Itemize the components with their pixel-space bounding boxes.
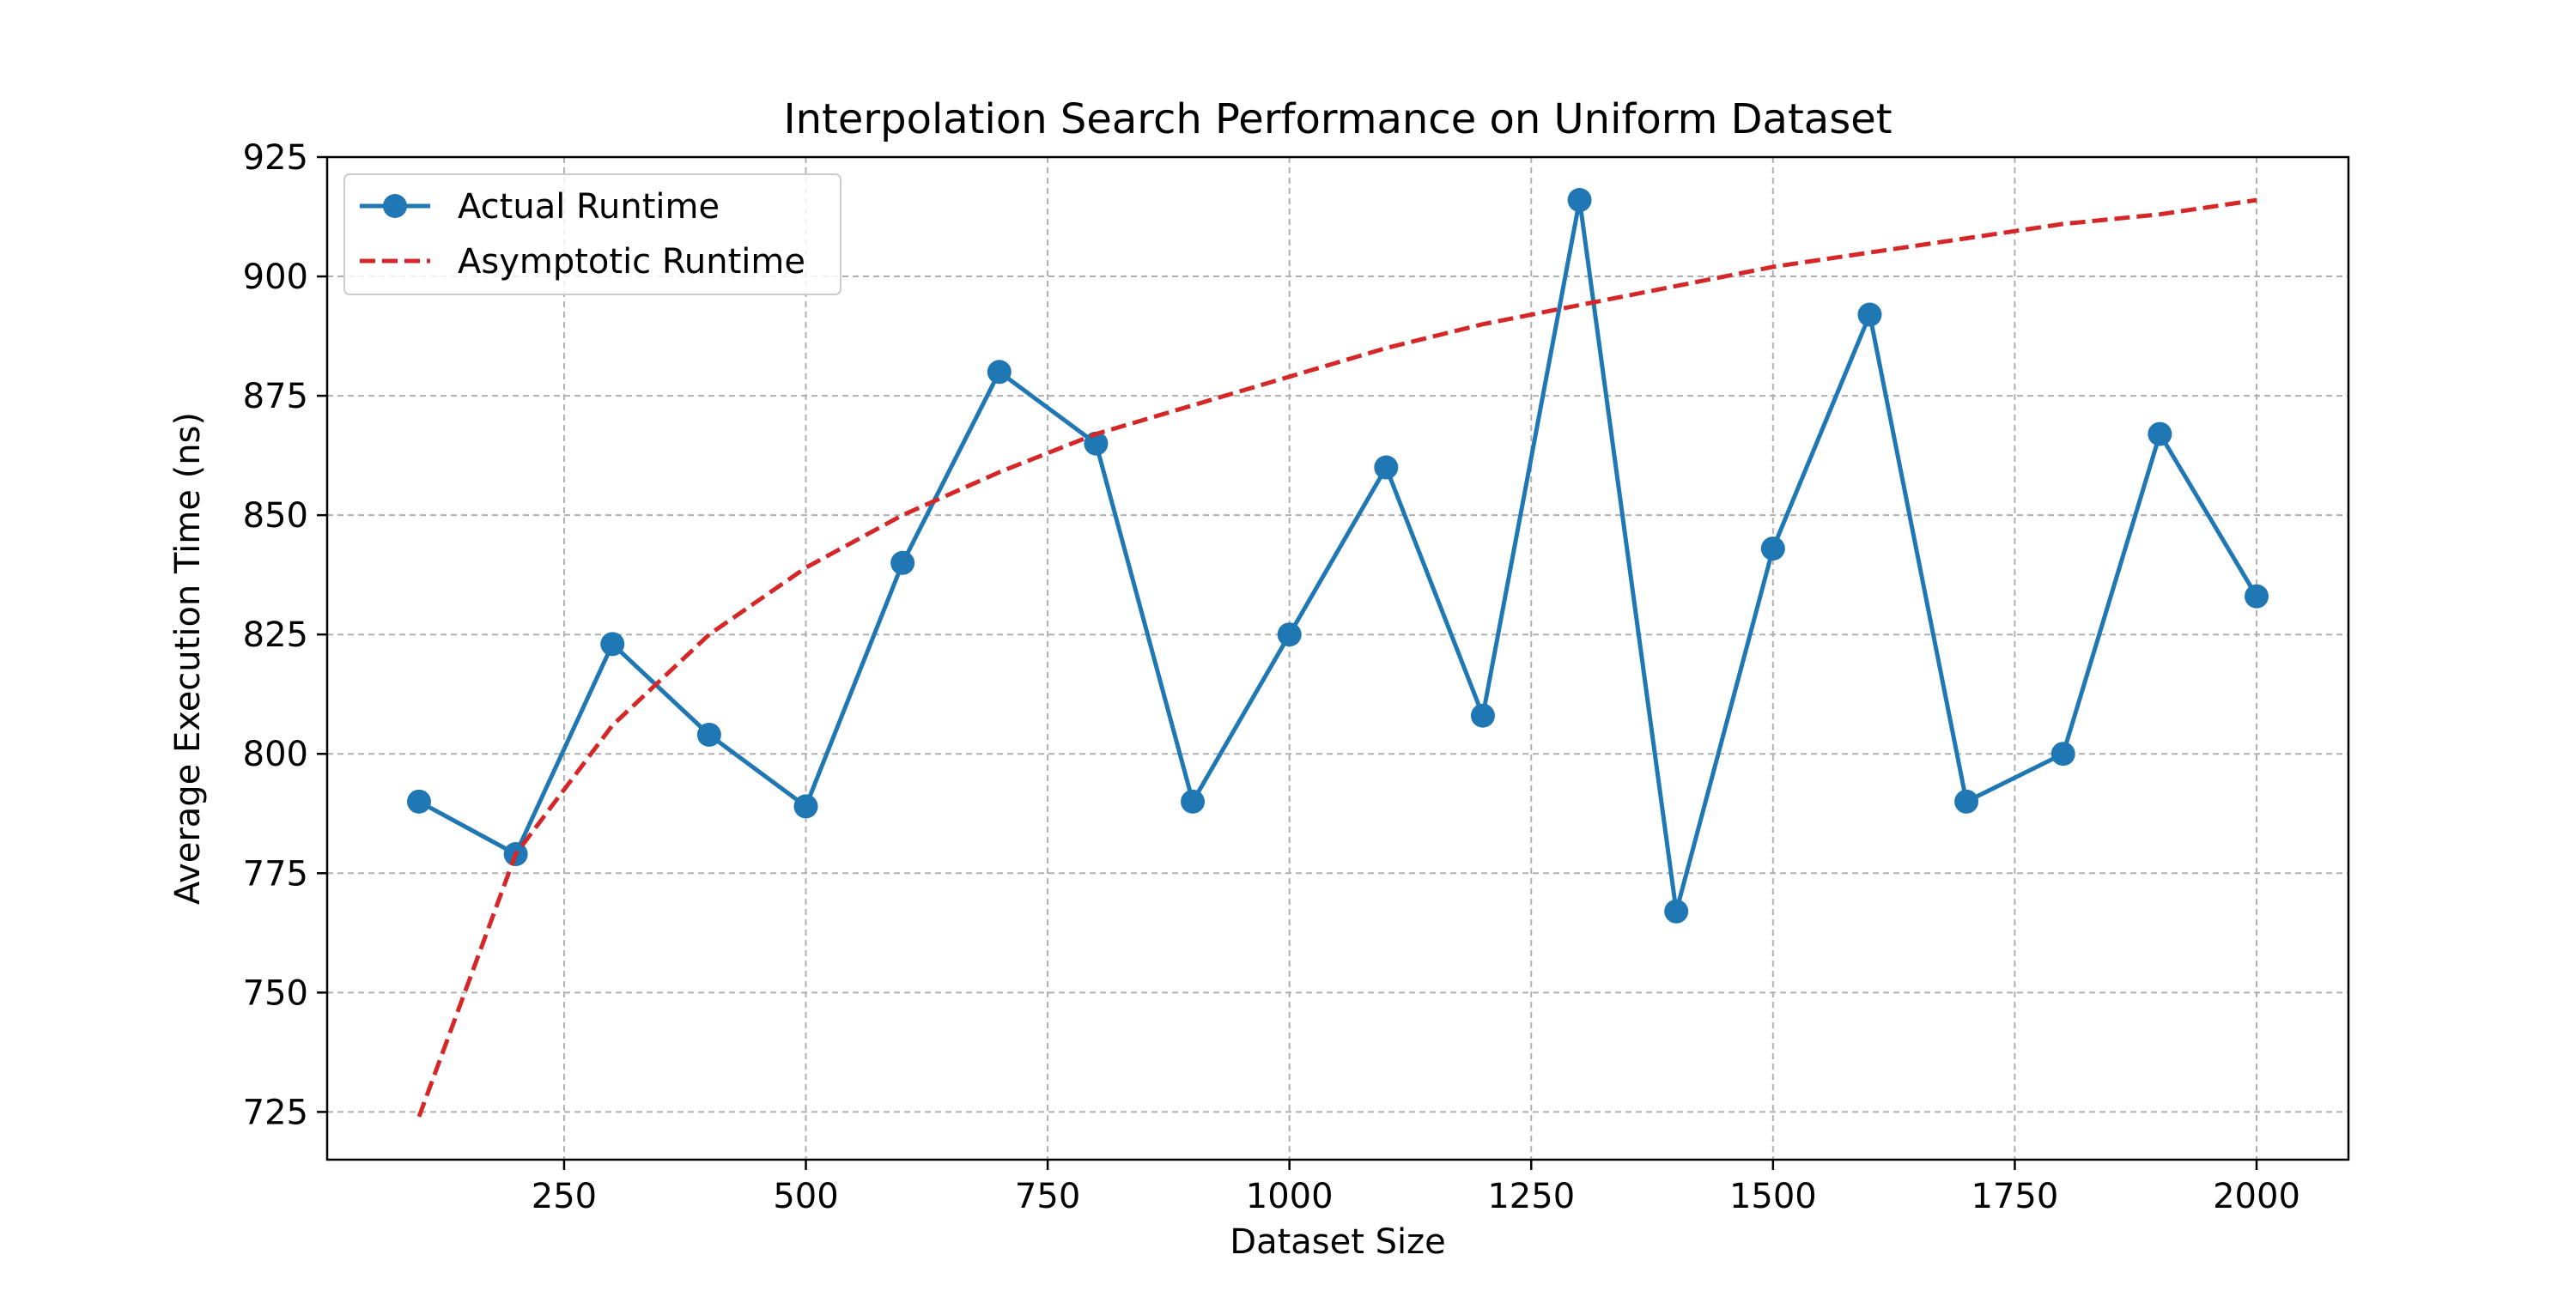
data-point-actual-runtime [1084,431,1109,456]
data-point-actual-runtime [1470,703,1495,728]
x-tick-label: 1750 [1971,1177,2059,1216]
series-layer [407,188,2269,1118]
data-point-actual-runtime [1760,536,1785,561]
y-tick-label: 750 [243,973,308,1013]
x-tick-label: 250 [532,1177,597,1216]
y-tick-label: 875 [243,377,308,416]
legend: Actual Runtime Asymptotic Runtime [343,173,841,295]
x-tick-label: 1250 [1487,1177,1575,1216]
data-point-actual-runtime [1181,789,1206,814]
data-point-actual-runtime [1857,302,1882,327]
data-point-actual-runtime [2245,584,2269,609]
y-tick-label: 800 [243,735,308,774]
data-point-actual-runtime [987,360,1012,385]
data-point-actual-runtime [1374,455,1399,480]
x-tick-label: 750 [1015,1177,1080,1216]
x-tick-label: 1000 [1246,1177,1334,1216]
data-point-actual-runtime [600,632,625,657]
data-point-actual-runtime [1567,188,1592,213]
x-tick-label: 500 [773,1177,838,1216]
data-point-actual-runtime [696,722,721,747]
data-point-actual-runtime [407,789,431,814]
legend-label-actual: Actual Runtime [458,187,720,227]
plot-frame [325,155,2350,1161]
y-tick-label: 850 [243,496,308,536]
y-tick-label: 725 [243,1093,308,1132]
x-tick-label: 2000 [2213,1177,2300,1216]
data-point-actual-runtime [1954,789,1979,814]
data-point-actual-runtime [890,550,915,575]
series-line-asymptotic-runtime [416,197,2257,1118]
y-tick-label: 775 [243,854,308,894]
series-line-actual-runtime [417,197,2259,914]
y-tick-label: 825 [243,615,308,655]
legend-box [343,173,841,295]
chart-title: Interpolation Search Performance on Unif… [783,95,1892,143]
data-point-actual-runtime [1664,899,1689,924]
legend-label-asymptotic: Asymptotic Runtime [458,242,805,282]
y-tick-label: 900 [243,258,308,297]
data-point-actual-runtime [793,794,818,819]
data-point-actual-runtime [2148,421,2172,446]
ticks: 250 500 750 1000 1250 1500 1750 2000 725 750 775 80… [243,138,2300,1216]
x-axis-label: Dataset Size [1230,1222,1445,1262]
legend-marker-actual [383,194,407,218]
data-point-actual-runtime [1277,622,1302,647]
y-tick-label: 925 [243,138,308,178]
x-tick-label: 1500 [1729,1177,1817,1216]
data-point-actual-runtime [2050,742,2075,767]
y-axis-label: Average Execution Time (ns) [168,412,208,905]
